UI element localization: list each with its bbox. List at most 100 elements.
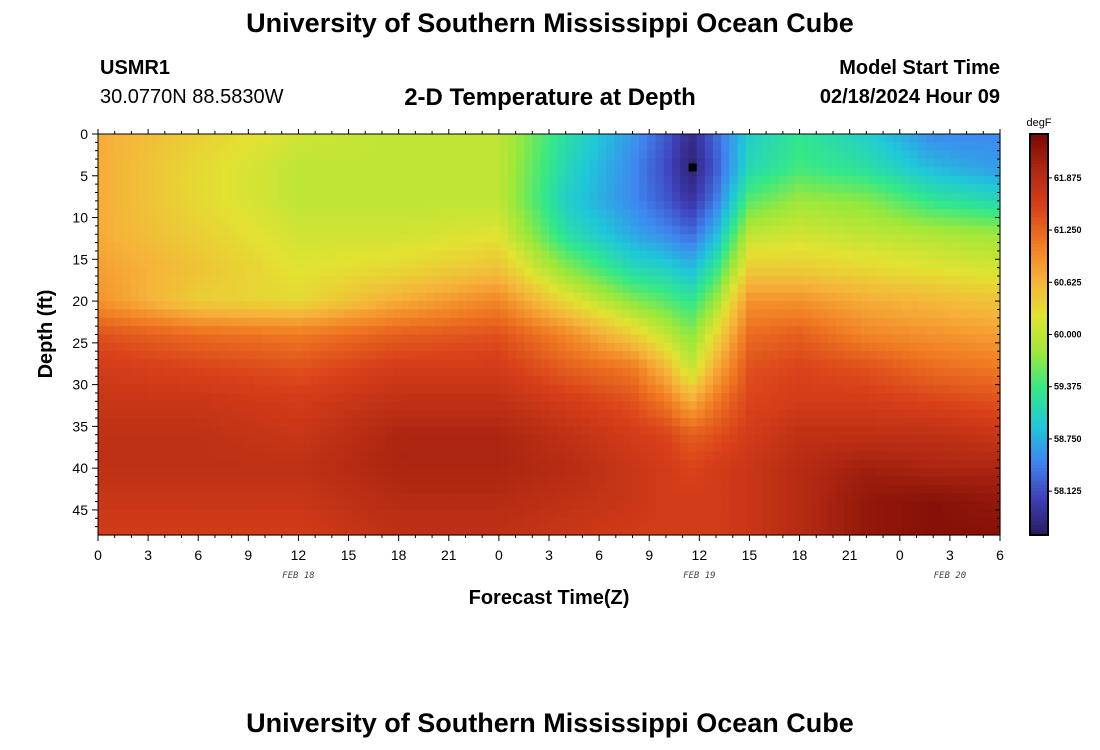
heatmap-cell: [729, 434, 739, 444]
heatmap-cell: [450, 392, 460, 402]
heatmap-cell: [909, 367, 919, 377]
heatmap-cell: [426, 175, 435, 185]
heatmap-cell: [401, 476, 411, 486]
heatmap-cell: [253, 418, 263, 427]
heatmap-cell: [631, 443, 640, 453]
heatmap-cell: [385, 301, 394, 311]
heatmap-cell: [950, 267, 960, 277]
heatmap-cell: [737, 434, 747, 444]
heatmap-cell: [581, 459, 591, 469]
heatmap-cell: [426, 284, 435, 294]
heatmap-cell: [147, 142, 156, 152]
heatmap-cell: [286, 443, 296, 453]
heatmap-cell: [204, 459, 214, 469]
heatmap-cell: [270, 342, 279, 352]
heatmap-cell: [98, 217, 107, 227]
heatmap-cell: [909, 292, 919, 302]
heatmap-cell: [467, 443, 476, 453]
heatmap-cell: [926, 184, 935, 194]
heatmap-cell: [98, 451, 107, 461]
heatmap-cell: [893, 292, 903, 302]
heatmap-cell: [253, 409, 263, 419]
heatmap-cell: [532, 209, 542, 219]
heatmap-cell: [606, 184, 616, 194]
heatmap-cell: [803, 426, 812, 436]
heatmap-cell: [245, 392, 255, 402]
heatmap-cell: [311, 359, 320, 369]
heatmap-cell: [598, 159, 607, 169]
heatmap-cell: [122, 342, 132, 352]
heatmap-cell: [122, 167, 132, 177]
heatmap-cell: [540, 284, 550, 294]
heatmap-cell: [237, 459, 247, 469]
heatmap-cell: [983, 367, 993, 377]
heatmap-cell: [294, 175, 304, 185]
heatmap-cell: [385, 509, 394, 519]
heatmap-cell: [795, 376, 804, 386]
heatmap-cell: [672, 434, 681, 444]
heatmap-cell: [229, 167, 238, 177]
heatmap-cell: [622, 342, 632, 352]
heatmap-cell: [573, 443, 583, 453]
heatmap-cell: [98, 342, 107, 352]
heatmap-cell: [975, 209, 985, 219]
heatmap-cell: [696, 250, 706, 260]
heatmap-cell: [852, 401, 862, 411]
heatmap-cell: [983, 342, 993, 352]
heatmap-cell: [590, 217, 599, 227]
heatmap-cell: [729, 384, 739, 394]
heatmap-cell: [557, 184, 566, 194]
heatmap-cell: [352, 175, 361, 185]
heatmap-cell: [737, 301, 747, 311]
heatmap-cell: [409, 301, 419, 311]
heatmap-cell: [803, 192, 812, 202]
heatmap-cell: [270, 209, 279, 219]
heatmap-cell: [393, 142, 402, 152]
heatmap-cell: [467, 376, 476, 386]
heatmap-cell: [237, 401, 247, 411]
heatmap-cell: [721, 351, 730, 361]
heatmap-cell: [836, 167, 845, 177]
heatmap-cell: [393, 301, 402, 311]
heatmap-cell: [368, 351, 378, 361]
heatmap-cell: [926, 409, 935, 419]
heatmap-cell: [975, 250, 985, 260]
heatmap-cell: [942, 192, 952, 202]
heatmap-cell: [245, 200, 255, 210]
heatmap-cell: [983, 384, 993, 394]
heatmap-cell: [647, 392, 657, 402]
heatmap-cell: [672, 134, 681, 143]
heatmap-cell: [836, 267, 845, 277]
heatmap-cell: [909, 317, 919, 327]
heatmap-cell: [819, 276, 829, 285]
heatmap-cell: [311, 184, 320, 194]
heatmap-cell: [278, 209, 288, 219]
heatmap-cell: [737, 234, 747, 244]
heatmap-cell: [204, 434, 214, 444]
heatmap-cell: [737, 484, 747, 494]
heatmap-cell: [212, 167, 222, 177]
heatmap-cell: [171, 317, 181, 327]
heatmap-cell: [491, 326, 501, 336]
heatmap-cell: [885, 409, 894, 419]
heatmap-cell: [540, 292, 550, 302]
heatmap-cell: [385, 317, 394, 327]
heatmap-cell: [934, 392, 944, 402]
heatmap-cell: [614, 167, 624, 177]
heatmap-cell: [647, 351, 657, 361]
heatmap-cell: [524, 309, 534, 319]
heatmap-cell: [959, 301, 968, 311]
heatmap-cell: [278, 234, 288, 244]
heatmap-cell: [680, 443, 689, 453]
heatmap-cell: [409, 409, 419, 419]
heatmap-cell: [877, 342, 886, 352]
heatmap-cell: [647, 309, 657, 319]
heatmap-cell: [680, 317, 689, 327]
heatmap-cell: [590, 209, 599, 219]
heatmap-cell: [639, 301, 648, 311]
heatmap-cell: [417, 150, 427, 160]
heatmap-cell: [385, 267, 394, 277]
heatmap-cell: [188, 175, 197, 185]
heatmap-cell: [499, 301, 509, 311]
heatmap-cell: [631, 359, 640, 369]
